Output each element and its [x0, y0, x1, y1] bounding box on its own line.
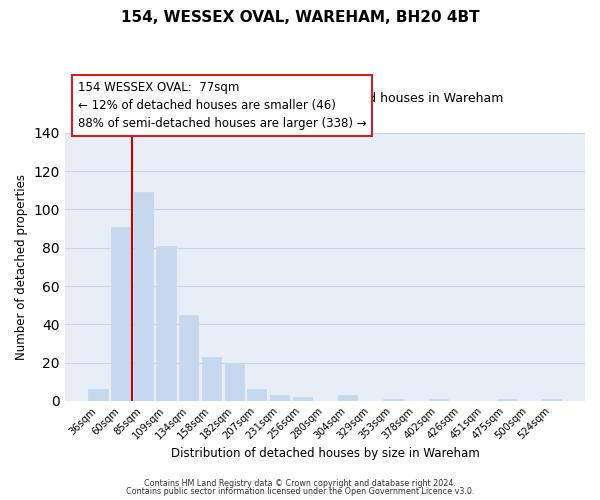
Bar [542, 399, 562, 401]
Bar [497, 399, 516, 401]
Bar [247, 390, 266, 401]
Bar [111, 226, 130, 401]
Title: Size of property relative to detached houses in Wareham: Size of property relative to detached ho… [146, 92, 503, 106]
Bar [270, 395, 289, 401]
Bar [179, 315, 199, 401]
X-axis label: Distribution of detached houses by size in Wareham: Distribution of detached houses by size … [170, 447, 479, 460]
Bar [383, 399, 403, 401]
Bar [293, 397, 312, 401]
Y-axis label: Number of detached properties: Number of detached properties [15, 174, 28, 360]
Bar [157, 246, 176, 401]
Bar [224, 362, 244, 401]
Text: Contains HM Land Registry data © Crown copyright and database right 2024.: Contains HM Land Registry data © Crown c… [144, 478, 456, 488]
Bar [88, 390, 108, 401]
Bar [338, 395, 357, 401]
Text: 154 WESSEX OVAL:  77sqm
← 12% of detached houses are smaller (46)
88% of semi-de: 154 WESSEX OVAL: 77sqm ← 12% of detached… [78, 81, 367, 130]
Bar [428, 399, 448, 401]
Text: 154, WESSEX OVAL, WAREHAM, BH20 4BT: 154, WESSEX OVAL, WAREHAM, BH20 4BT [121, 10, 479, 25]
Bar [134, 192, 153, 401]
Bar [202, 357, 221, 401]
Text: Contains public sector information licensed under the Open Government Licence v3: Contains public sector information licen… [126, 488, 474, 496]
